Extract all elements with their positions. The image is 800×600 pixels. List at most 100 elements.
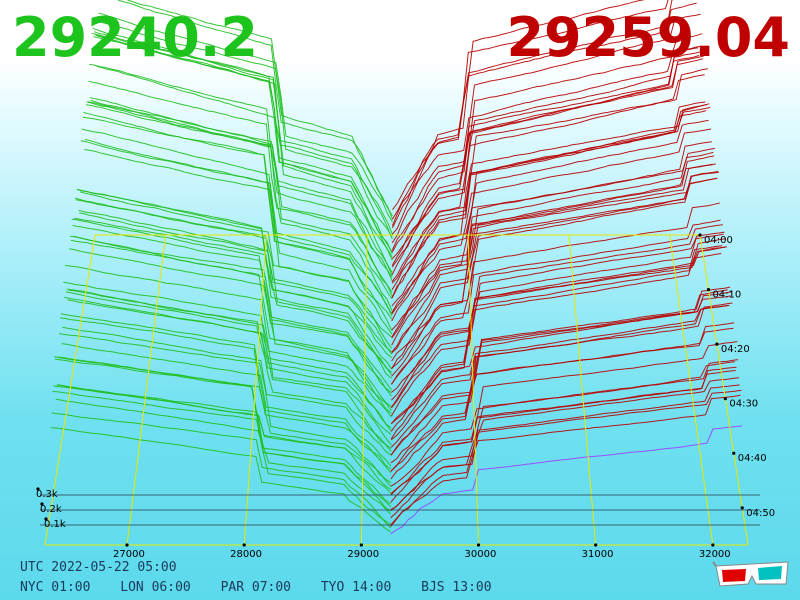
bid-depth-line xyxy=(74,197,392,375)
x-tick-label: 30000 xyxy=(465,549,497,560)
ask-depth-line xyxy=(391,101,706,282)
x-tick-dot xyxy=(359,543,363,547)
bid-depth-line xyxy=(77,189,392,359)
ask-depth-line xyxy=(390,291,732,464)
ask-depth-line xyxy=(391,177,717,362)
ask-depth-line xyxy=(390,322,735,480)
ask-depth-line xyxy=(391,0,669,220)
bid-depth-line xyxy=(55,398,392,505)
ask-price: 29259.04 xyxy=(506,6,790,69)
ask-depth-line xyxy=(391,33,703,268)
volume-tick-dot xyxy=(40,502,44,506)
utc-time: UTC 2022-05-22 05:00 xyxy=(20,560,177,575)
ask-depth-line xyxy=(392,0,645,210)
bid-depth-line xyxy=(70,239,392,408)
3d-glasses-icon[interactable] xyxy=(712,558,792,592)
bid-depth-line xyxy=(78,209,393,355)
ask-depth-line xyxy=(390,369,736,494)
bid-depth-line xyxy=(91,32,393,273)
time-tick-dot xyxy=(740,506,744,510)
ask-depth-line xyxy=(391,119,709,307)
bid-depth-line xyxy=(116,0,393,220)
ask-depth-line xyxy=(391,110,707,291)
bid-depth-line xyxy=(50,427,391,533)
time-tick-dot xyxy=(706,287,711,292)
timezone-par: PAR 07:00 xyxy=(220,580,292,595)
ask-depth-line xyxy=(391,45,702,260)
grid-line-30000 xyxy=(467,234,480,546)
bid-depth-line xyxy=(62,326,392,456)
ask-depth-line xyxy=(391,128,712,322)
bid-depth-line xyxy=(82,116,393,331)
bid-depth-line xyxy=(60,313,392,470)
ask-depth-line xyxy=(390,425,743,535)
time-tick-dot xyxy=(723,397,727,401)
timezone-list: NYC 01:00 LON 06:00 PAR 07:00 TYO 14:00 … xyxy=(20,580,514,595)
bid-depth-line xyxy=(63,281,392,452)
ask-depth-line xyxy=(390,384,740,519)
time-tick-label: 04:30 xyxy=(729,399,758,410)
chart-grid xyxy=(40,234,760,546)
grid-line-28000 xyxy=(243,234,267,546)
base-left-edge xyxy=(44,234,96,546)
ask-depth-line xyxy=(391,58,704,266)
bid-depth-line xyxy=(72,225,392,393)
x-tick-dot xyxy=(125,543,129,547)
ask-depth-line xyxy=(391,0,674,226)
ask-depth-line xyxy=(391,47,699,235)
bid-depth-line xyxy=(57,384,392,491)
grid-line-32000 xyxy=(669,234,714,546)
ask-depth-line xyxy=(391,104,708,299)
bid-depth-line xyxy=(69,248,392,414)
grid-line-31000 xyxy=(568,234,597,546)
ask-depth-line xyxy=(391,151,714,338)
time-tick-label: 04:10 xyxy=(712,290,741,301)
ask-depth-line xyxy=(390,305,729,441)
timezone-tyo: TYO 14:00 xyxy=(320,580,392,595)
ask-depth-line xyxy=(391,224,723,409)
bid-depth-line xyxy=(76,188,393,370)
time-tick-label: 04:40 xyxy=(738,453,767,464)
ask-depth-line xyxy=(390,341,738,503)
bid-depth-line xyxy=(64,264,392,446)
bid-depth-line xyxy=(95,34,393,240)
bid-depth-line xyxy=(51,412,392,529)
volume-tick-dot xyxy=(36,487,40,491)
bid-depth-line xyxy=(64,296,392,449)
bid-depth-line xyxy=(61,343,392,467)
bid-depth-line xyxy=(89,63,393,281)
ask-depth-line xyxy=(391,219,721,385)
x-tick-dot xyxy=(594,543,598,547)
ask-depth-line xyxy=(391,147,716,354)
ask-depth-line xyxy=(391,163,716,353)
ask-depth-line xyxy=(390,377,739,511)
time-tick-dot xyxy=(698,233,702,237)
bid-depth-line xyxy=(81,128,393,335)
bid-depth-line xyxy=(53,385,392,515)
x-tick-label: 29000 xyxy=(347,549,379,560)
ask-depth-line xyxy=(391,106,711,314)
time-tick-dot xyxy=(732,451,736,455)
x-tick-label: 31000 xyxy=(582,549,614,560)
ask-depth-line xyxy=(391,171,719,369)
bid-depth-line xyxy=(79,191,393,349)
bid-depth-line xyxy=(84,149,393,317)
ask-depth-line xyxy=(391,103,710,315)
volume-tick-label: 0.1k xyxy=(44,519,66,530)
ask-depth-line xyxy=(390,289,728,440)
ask-depth-line xyxy=(391,68,708,298)
time-tick-label: 04:00 xyxy=(704,235,733,246)
timezone-nyc: NYC 01:00 xyxy=(20,580,91,595)
x-tick-label: 32000 xyxy=(699,549,731,560)
bid-depth-line xyxy=(68,289,392,418)
bid-depth-line xyxy=(126,0,393,217)
volume-tick-label: 0.2k xyxy=(40,504,62,515)
depth-slices xyxy=(50,0,743,535)
grid-line-29000 xyxy=(360,234,368,546)
x-tick-label: 28000 xyxy=(230,549,262,560)
bid-depth-line xyxy=(56,384,392,494)
bid-depth-line xyxy=(69,235,392,411)
bid-depth-line xyxy=(93,36,393,258)
ask-depth-line xyxy=(391,164,713,339)
